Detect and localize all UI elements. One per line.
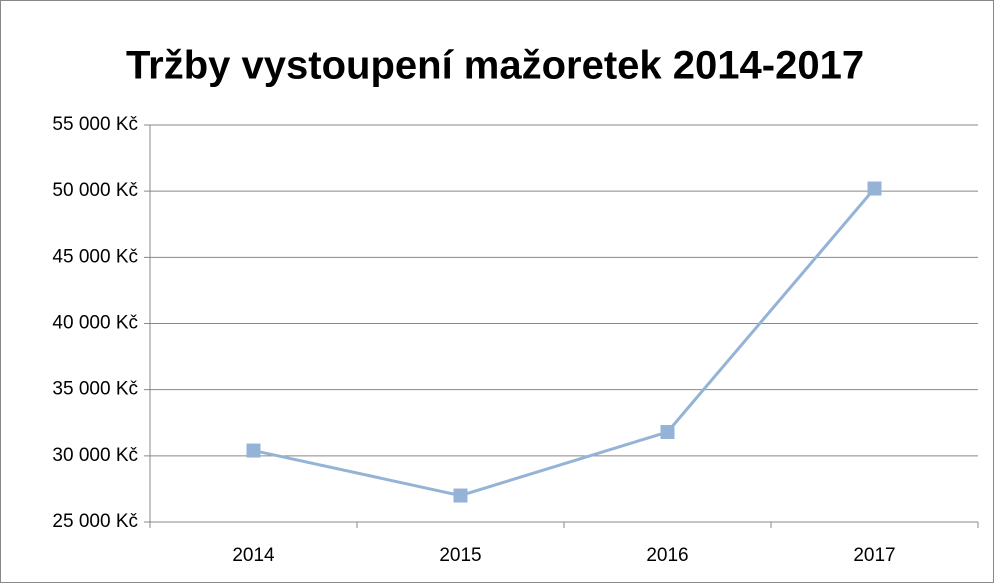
- x-tick-label: 2016: [646, 545, 688, 566]
- y-tick-label: 40 000 Kč: [52, 313, 138, 334]
- marker: [660, 425, 675, 440]
- y-tick-label: 55 000 Kč: [52, 114, 138, 135]
- y-tick-label: 35 000 Kč: [52, 379, 138, 400]
- marker: [867, 181, 882, 196]
- x-tick-label: 2017: [853, 545, 895, 566]
- y-tick-label: 50 000 Kč: [52, 180, 138, 201]
- line: [253, 187, 876, 498]
- y-tick-label: 25 000 Kč: [52, 511, 138, 532]
- chart-title: Tržby vystoupení mažoretek 2014-2017: [126, 44, 864, 88]
- x-tick-label: 2015: [439, 545, 481, 566]
- x-tick-label: 2014: [232, 545, 275, 566]
- y-tick-label: 45 000 Kč: [52, 246, 138, 267]
- marker: [453, 488, 468, 503]
- marker: [246, 443, 261, 458]
- y-tick-label: 30 000 Kč: [52, 445, 138, 466]
